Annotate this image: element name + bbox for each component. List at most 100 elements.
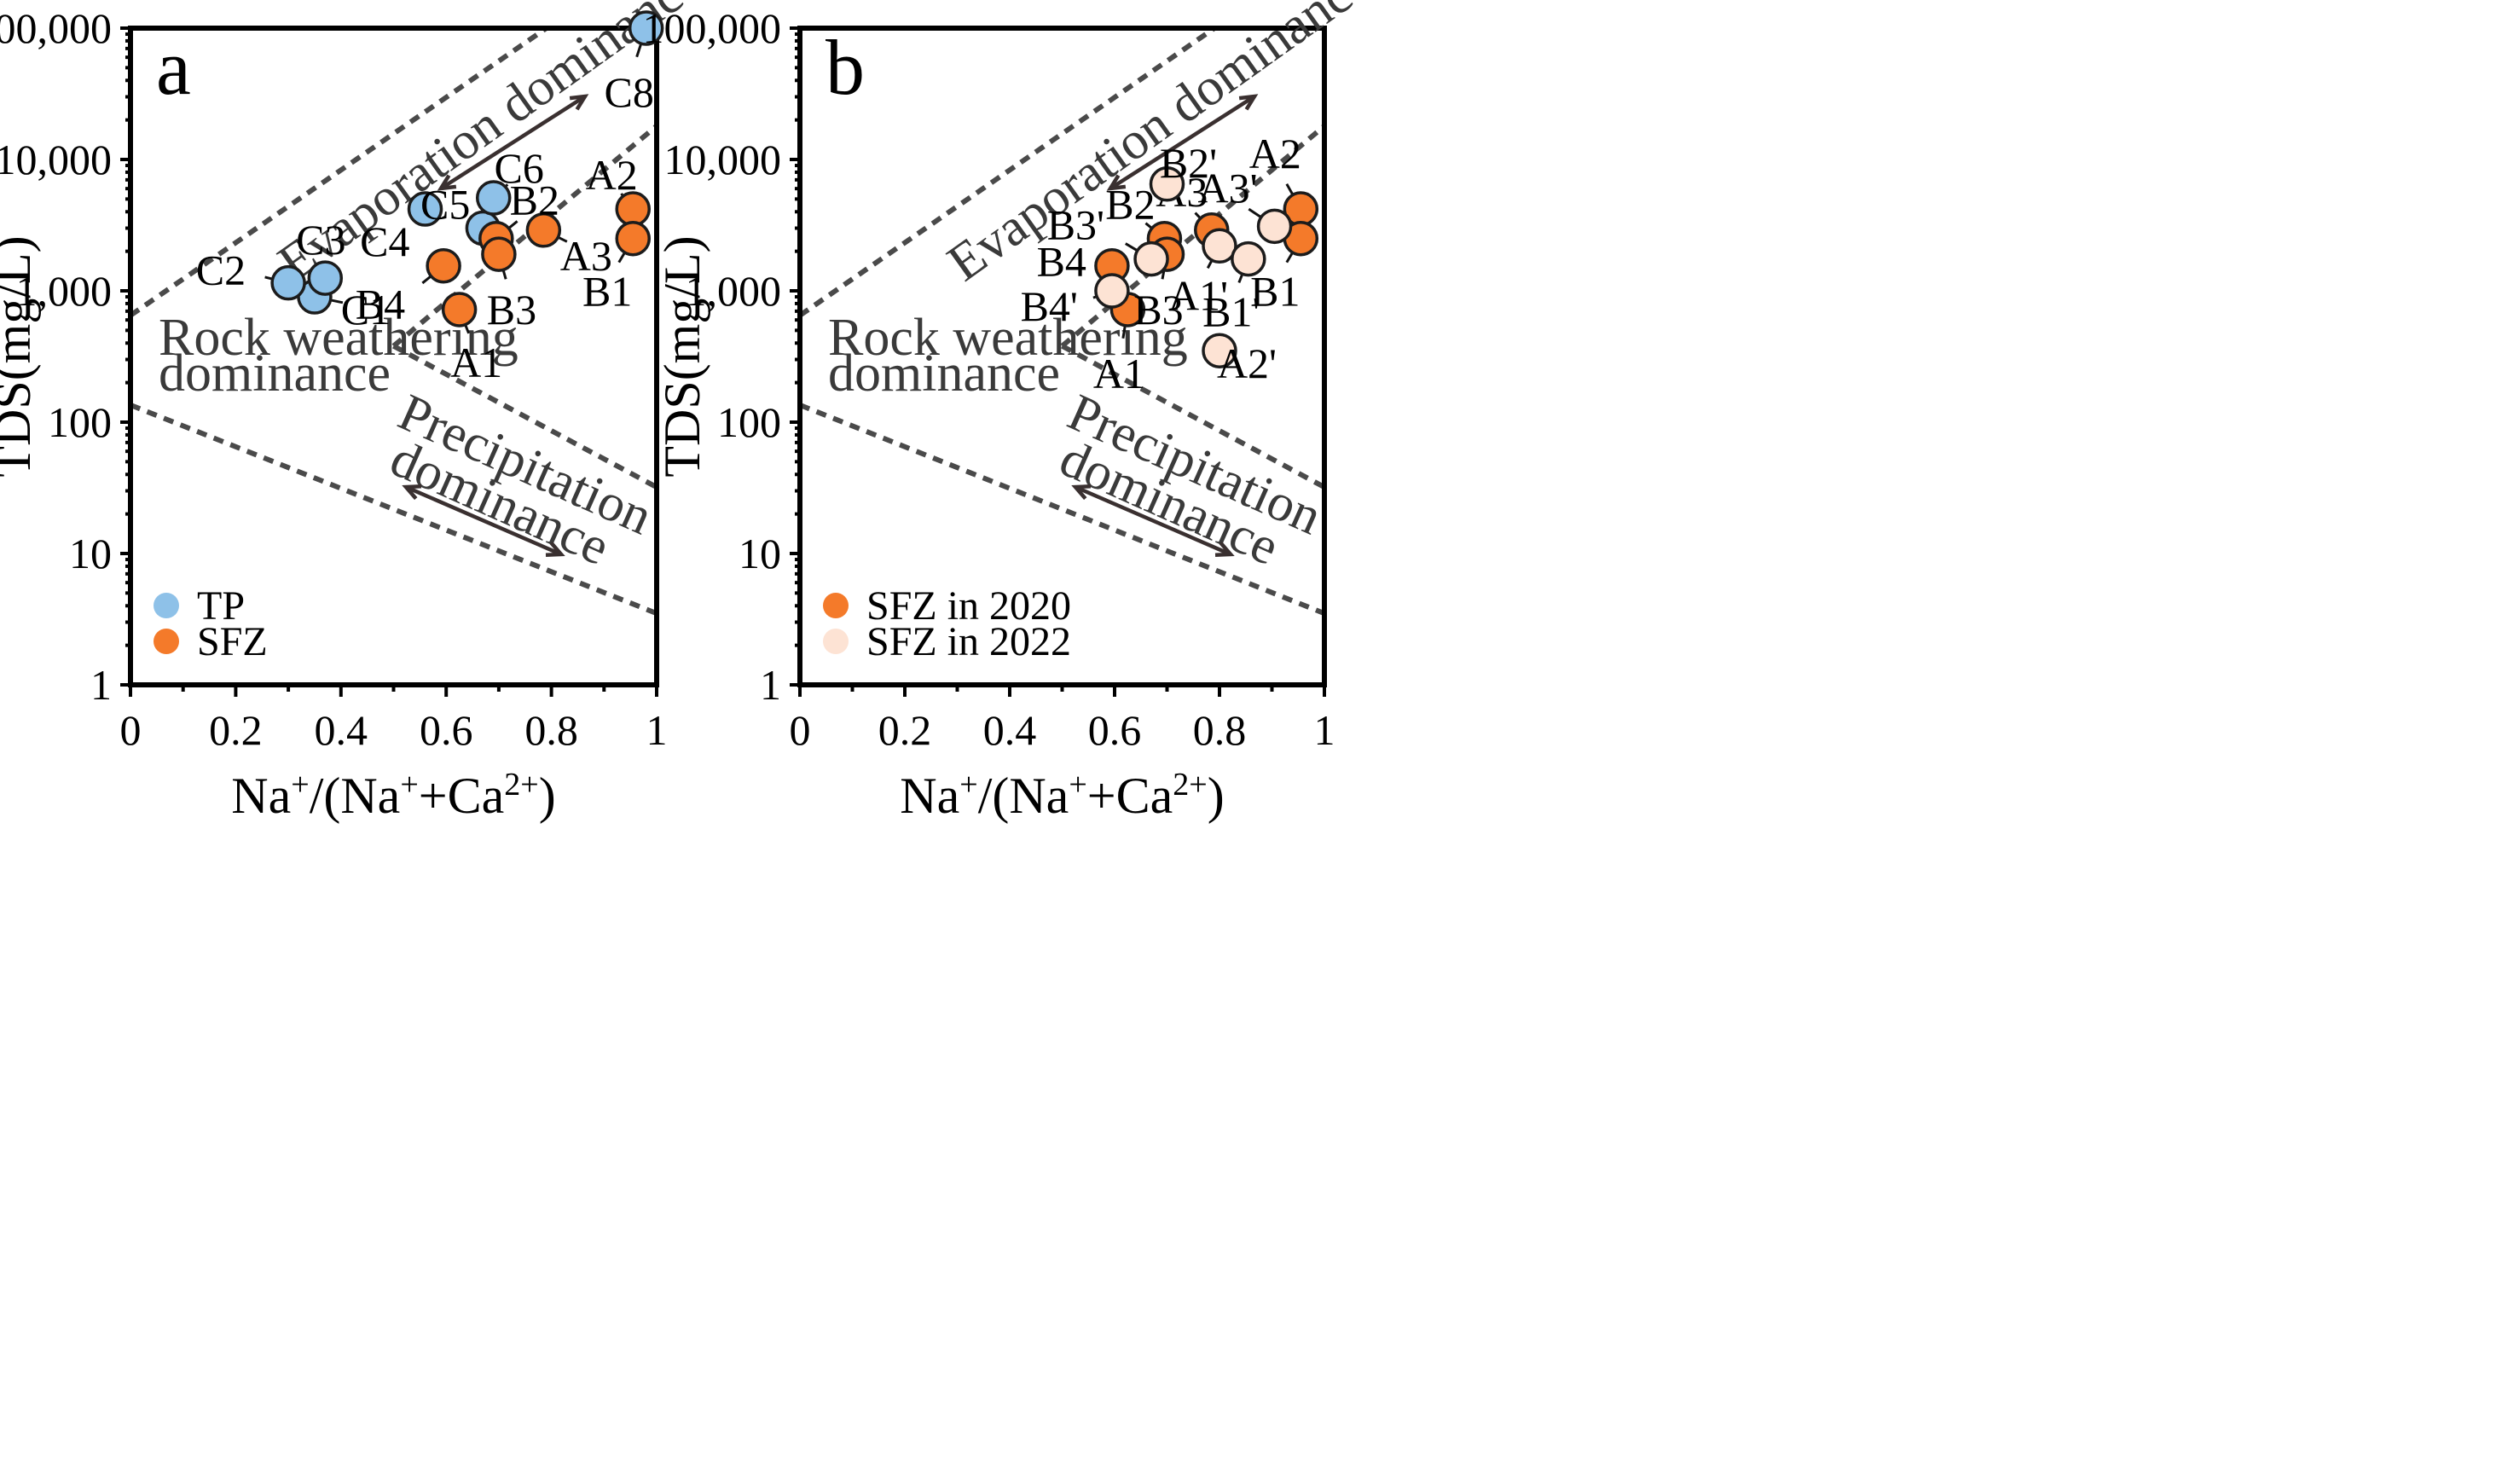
point-label: B1 xyxy=(1250,268,1300,316)
point-A1' xyxy=(1202,228,1237,264)
legend-marker xyxy=(154,629,179,654)
panel-letter: b xyxy=(826,24,865,111)
point-label: C4 xyxy=(360,217,409,265)
point-C4 xyxy=(407,191,443,227)
x-tick-label: 0.6 xyxy=(1088,706,1142,754)
legend-label: SFZ in 2020 xyxy=(866,583,1071,629)
legend-marker xyxy=(823,593,849,618)
x-axis-title: Na+/(Na++Ca2+) xyxy=(900,767,1224,824)
point-label: B4 xyxy=(1037,238,1086,286)
point-label: C2 xyxy=(196,246,246,294)
zone-boundaries xyxy=(130,28,657,617)
precipitation-arrow xyxy=(405,484,562,557)
point-label: A1 xyxy=(1093,350,1145,397)
point-label: C5 xyxy=(420,181,470,229)
zone-label-rock-2: dominance xyxy=(828,345,1060,403)
evaporation-arrow-head xyxy=(1238,94,1259,111)
zone-label-rock-2: dominance xyxy=(159,345,391,403)
point-B1' xyxy=(1231,241,1266,277)
point-label: C3 xyxy=(296,216,345,264)
point-A2' xyxy=(1202,333,1237,368)
point-label: B2' xyxy=(1160,139,1217,187)
lower-boundary-line xyxy=(130,403,657,617)
y-axis-title: TDS(mg/L) xyxy=(654,235,710,477)
point-label: B1' xyxy=(1202,288,1260,336)
evaporation-arrow-head xyxy=(437,174,457,191)
zone-boundaries xyxy=(800,28,1324,617)
point-label: B3' xyxy=(1047,201,1104,249)
x-tick-label: 0.8 xyxy=(1193,706,1247,754)
precipitation-arrow xyxy=(1075,484,1231,557)
y-tick-label: 10 xyxy=(739,530,781,577)
evaporation-arrow xyxy=(1109,95,1256,190)
point-label: C1 xyxy=(341,286,391,333)
x-tick-label: 0.8 xyxy=(524,706,578,754)
inner-upper-boundary-line xyxy=(1060,124,1324,349)
point-C6 xyxy=(475,180,512,216)
precipitation-arrow-head xyxy=(402,484,422,501)
point-A3' xyxy=(1256,208,1293,245)
point-label: A3' xyxy=(1198,164,1258,212)
inner-upper-boundary-line xyxy=(391,124,657,349)
y-tick-label: 100,000 xyxy=(643,4,782,52)
y-tick-label: 100 xyxy=(717,398,781,446)
point-label: B1 xyxy=(582,268,632,316)
point-A1 xyxy=(441,292,478,327)
point-label: A1' xyxy=(1168,271,1228,319)
legend-label: SFZ xyxy=(197,619,268,664)
point-label: B4 xyxy=(356,281,405,328)
y-tick-label: 1,000 xyxy=(16,267,113,315)
legend-label: SFZ in 2022 xyxy=(866,619,1071,664)
x-tick-label: 1 xyxy=(646,706,668,754)
y-tick-label: 100 xyxy=(48,398,112,446)
point-C8 xyxy=(628,10,664,46)
point-B2' xyxy=(1149,166,1185,202)
inner-lower-boundary-line xyxy=(1061,344,1324,490)
evaporation-arrow-head xyxy=(1106,174,1127,191)
point-B3 xyxy=(481,236,517,272)
y-tick-label: 10,000 xyxy=(0,136,112,183)
series-sfz-in-2022: A1' A2' A3' B1' B2' B3' B4' xyxy=(1021,139,1293,387)
point-label: A2' xyxy=(1217,339,1277,387)
lower-boundary-line xyxy=(800,403,1324,617)
point-label: A2 xyxy=(1249,130,1301,177)
evaporation-arrow-head xyxy=(569,94,589,111)
y-axis-title: TDS(mg/L) xyxy=(0,235,41,477)
legend-marker xyxy=(154,593,179,618)
x-tick-label: 0.2 xyxy=(209,706,263,754)
y-tick-label: 1 xyxy=(90,661,112,709)
y-tick-label: 10 xyxy=(69,530,112,577)
x-tick-label: 0.4 xyxy=(315,706,368,754)
evaporation-arrow xyxy=(439,95,587,190)
point-label: B3 xyxy=(487,286,536,333)
point-label: B2 xyxy=(510,177,559,224)
legend-label: TP xyxy=(197,583,245,629)
point-label: A3 xyxy=(560,232,612,280)
point-B3' xyxy=(1133,241,1169,277)
point-B4' xyxy=(1094,273,1130,309)
precipitation-arrow-head xyxy=(545,541,565,557)
panel-a: 1 10 100 1,000 10,000 100,000 0 0.2 0.4 0.6 0.8 1 Na… xyxy=(0,0,712,824)
precipitation-arrow-head xyxy=(1071,484,1092,501)
point-label: B2 xyxy=(1105,181,1155,229)
x-tick-label: 0 xyxy=(790,706,811,754)
point-label: B3 xyxy=(1133,286,1183,333)
panel-b: 1 10 100 1,000 10,000 100,000 0 0.2 0.4 0.6 0.8 1 Na… xyxy=(643,0,1382,824)
x-axis-title: Na+/(Na++Ca2+) xyxy=(231,767,555,824)
x-tick-label: 0.6 xyxy=(420,706,473,754)
y-tick-label: 100,000 xyxy=(0,4,112,52)
x-tick-label: 1 xyxy=(1314,706,1335,754)
legend-marker xyxy=(823,629,849,654)
point-label: C6 xyxy=(495,144,544,192)
point-B1 xyxy=(615,220,651,257)
y-tick-label: 10,000 xyxy=(664,136,782,183)
x-tick-label: 0 xyxy=(120,706,142,754)
panel-letter: a xyxy=(156,24,191,111)
x-tick-label: 0.2 xyxy=(878,706,932,754)
inner-lower-boundary-line xyxy=(392,344,657,490)
y-tick-label: 1 xyxy=(760,661,781,709)
y-tick-label: 1,000 xyxy=(686,267,782,315)
